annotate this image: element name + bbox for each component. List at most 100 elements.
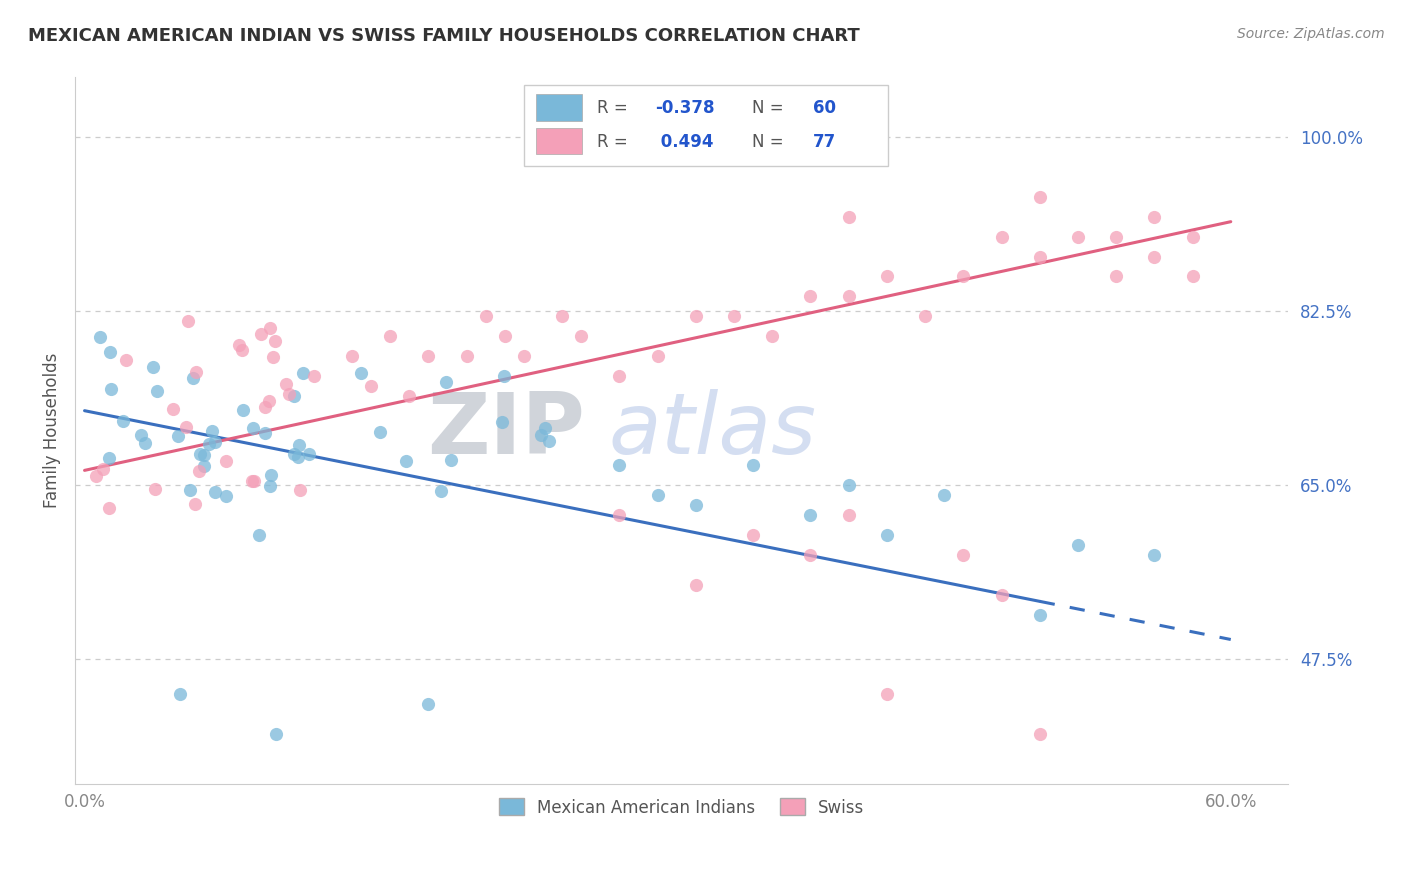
Point [198, 437, 221, 451]
Point [259, 320, 281, 334]
Point [254, 401, 277, 415]
Point [952, 548, 974, 562]
Point [534, 421, 557, 435]
Point [440, 453, 463, 467]
Point [287, 437, 309, 451]
Point [876, 269, 898, 284]
Point [204, 434, 226, 449]
Point [193, 459, 215, 474]
Point [418, 349, 440, 363]
Point [513, 349, 536, 363]
Point [494, 369, 516, 384]
Point [291, 366, 314, 380]
Point [287, 450, 309, 464]
Text: 77: 77 [813, 133, 835, 151]
Point [1067, 229, 1090, 244]
Point [952, 269, 974, 284]
Point [990, 229, 1012, 244]
Point [1028, 607, 1050, 622]
Point [283, 447, 305, 461]
Text: MEXICAN AMERICAN INDIAN VS SWISS FAMILY HOUSEHOLDS CORRELATION CHART: MEXICAN AMERICAN INDIAN VS SWISS FAMILY … [28, 27, 860, 45]
Point [494, 329, 516, 343]
Point [264, 727, 287, 741]
Point [1143, 548, 1166, 562]
Point [418, 697, 440, 711]
Point [723, 309, 745, 323]
Point [1028, 190, 1050, 204]
Point [290, 483, 312, 497]
Point [232, 402, 254, 417]
Point [142, 359, 165, 374]
Point [1028, 727, 1050, 741]
Y-axis label: Family Households: Family Households [44, 353, 60, 508]
Point [647, 488, 669, 502]
Point [1181, 269, 1204, 284]
Point [302, 368, 325, 383]
Point [97, 450, 120, 465]
Point [530, 428, 553, 442]
Point [187, 464, 209, 478]
Point [395, 454, 418, 468]
Point [685, 578, 707, 592]
Point [179, 483, 201, 498]
Point [89, 329, 111, 343]
Point [742, 458, 765, 473]
Text: 60: 60 [813, 99, 835, 117]
Point [1143, 250, 1166, 264]
Point [491, 415, 513, 429]
FancyBboxPatch shape [524, 85, 887, 166]
Point [609, 508, 631, 523]
Text: N =: N = [752, 133, 789, 151]
Point [799, 548, 821, 562]
Point [176, 420, 198, 434]
Point [146, 384, 169, 399]
Point [247, 527, 270, 541]
Point [91, 462, 114, 476]
Point [799, 289, 821, 303]
Point [263, 334, 285, 348]
Point [761, 329, 783, 343]
Point [434, 376, 457, 390]
Point [201, 424, 224, 438]
Point [143, 482, 166, 496]
Point [184, 497, 207, 511]
Point [162, 402, 184, 417]
Point [262, 350, 284, 364]
Point [838, 289, 860, 303]
Point [257, 393, 280, 408]
Point [340, 349, 363, 363]
FancyBboxPatch shape [536, 128, 582, 154]
Point [398, 389, 420, 403]
Point [876, 687, 898, 701]
Point [112, 414, 135, 428]
Point [183, 370, 205, 384]
Point [177, 314, 200, 328]
Point [742, 528, 765, 542]
Point [370, 425, 392, 440]
Point [115, 352, 138, 367]
Legend: Mexican American Indians, Swiss: Mexican American Indians, Swiss [491, 790, 873, 825]
Point [876, 528, 898, 542]
Point [259, 478, 281, 492]
Point [204, 484, 226, 499]
Text: -0.378: -0.378 [655, 99, 714, 117]
Point [569, 329, 592, 343]
Point [609, 458, 631, 473]
Text: R =: R = [596, 99, 633, 117]
Point [1105, 229, 1128, 244]
Point [215, 453, 238, 467]
Point [474, 309, 496, 323]
Point [349, 366, 371, 380]
Point [250, 327, 273, 342]
Point [838, 210, 860, 224]
Point [537, 434, 560, 448]
Point [134, 435, 156, 450]
Point [228, 337, 250, 351]
Point [838, 508, 860, 523]
Point [242, 420, 264, 434]
Text: atlas: atlas [609, 389, 817, 472]
Point [98, 501, 121, 516]
Point [360, 379, 382, 393]
Point [1143, 210, 1166, 224]
Point [1067, 538, 1090, 552]
